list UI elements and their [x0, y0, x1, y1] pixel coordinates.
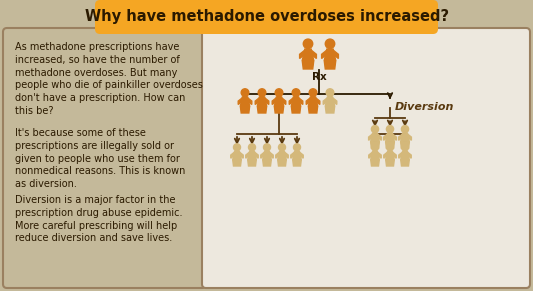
Polygon shape: [272, 98, 277, 104]
Polygon shape: [401, 142, 409, 148]
Text: It's because some of these
prescriptions are illegally sold or
given to people w: It's because some of these prescriptions…: [15, 128, 185, 189]
Circle shape: [401, 125, 409, 133]
Polygon shape: [278, 151, 286, 160]
Polygon shape: [291, 152, 295, 158]
Polygon shape: [231, 152, 235, 158]
Polygon shape: [369, 134, 373, 140]
Polygon shape: [281, 98, 286, 104]
Polygon shape: [384, 152, 387, 158]
Polygon shape: [255, 98, 260, 104]
Polygon shape: [293, 151, 301, 160]
Polygon shape: [238, 98, 243, 104]
Polygon shape: [386, 151, 394, 160]
Polygon shape: [257, 97, 266, 106]
Text: Rx: Rx: [312, 72, 326, 82]
Text: Diversion: Diversion: [395, 102, 454, 112]
Polygon shape: [300, 50, 305, 58]
Polygon shape: [240, 97, 249, 106]
Polygon shape: [377, 134, 382, 140]
Polygon shape: [401, 160, 409, 166]
Polygon shape: [257, 106, 266, 113]
Polygon shape: [325, 106, 335, 113]
Polygon shape: [316, 98, 320, 104]
Polygon shape: [323, 98, 327, 104]
Circle shape: [372, 144, 378, 151]
Polygon shape: [278, 160, 286, 166]
Polygon shape: [274, 97, 284, 106]
FancyBboxPatch shape: [95, 0, 438, 34]
Polygon shape: [292, 97, 301, 106]
Circle shape: [386, 125, 393, 133]
Polygon shape: [311, 50, 317, 58]
Polygon shape: [240, 106, 249, 113]
Polygon shape: [298, 98, 303, 104]
Circle shape: [275, 89, 283, 96]
Polygon shape: [386, 160, 394, 166]
Polygon shape: [321, 50, 327, 58]
Polygon shape: [370, 133, 379, 142]
Circle shape: [326, 89, 334, 96]
Circle shape: [294, 144, 301, 151]
Polygon shape: [306, 98, 310, 104]
Polygon shape: [308, 97, 318, 106]
Polygon shape: [263, 160, 271, 166]
Polygon shape: [369, 152, 373, 158]
Polygon shape: [300, 152, 303, 158]
Circle shape: [258, 89, 266, 96]
Circle shape: [233, 144, 240, 151]
Circle shape: [292, 89, 300, 96]
Polygon shape: [274, 106, 284, 113]
Polygon shape: [248, 151, 256, 160]
Circle shape: [372, 125, 378, 133]
FancyBboxPatch shape: [3, 28, 206, 288]
Circle shape: [303, 39, 313, 49]
Polygon shape: [302, 61, 314, 69]
Polygon shape: [254, 152, 259, 158]
Text: As methadone prescriptions have
increased, so have the number of
methadone overd: As methadone prescriptions have increase…: [15, 42, 203, 116]
Polygon shape: [302, 49, 314, 61]
Polygon shape: [392, 152, 396, 158]
Polygon shape: [392, 134, 397, 140]
Text: Diversion is a major factor in the
prescription drug abuse epidemic.
More carefu: Diversion is a major factor in the presc…: [15, 195, 182, 243]
Polygon shape: [233, 160, 241, 166]
Polygon shape: [401, 133, 409, 142]
Polygon shape: [264, 98, 269, 104]
Polygon shape: [247, 98, 252, 104]
Circle shape: [241, 89, 249, 96]
Polygon shape: [333, 50, 338, 58]
Polygon shape: [324, 49, 336, 61]
Polygon shape: [333, 98, 337, 104]
Polygon shape: [385, 133, 394, 142]
Circle shape: [325, 39, 335, 49]
Polygon shape: [248, 160, 256, 166]
Polygon shape: [399, 152, 402, 158]
Polygon shape: [377, 152, 381, 158]
Polygon shape: [407, 134, 411, 140]
Polygon shape: [385, 142, 394, 148]
Circle shape: [278, 144, 286, 151]
Polygon shape: [399, 134, 402, 140]
FancyBboxPatch shape: [202, 28, 530, 288]
Polygon shape: [233, 151, 241, 160]
Polygon shape: [401, 151, 409, 160]
Polygon shape: [276, 152, 280, 158]
Polygon shape: [370, 142, 379, 148]
Circle shape: [248, 144, 255, 151]
Circle shape: [309, 89, 317, 96]
Text: Why have methadone overdoses increased?: Why have methadone overdoses increased?: [85, 10, 449, 24]
Polygon shape: [308, 106, 318, 113]
Circle shape: [401, 144, 408, 151]
Polygon shape: [239, 152, 243, 158]
Polygon shape: [324, 61, 336, 69]
Polygon shape: [292, 106, 301, 113]
Polygon shape: [269, 152, 273, 158]
Circle shape: [263, 144, 271, 151]
Polygon shape: [284, 152, 288, 158]
Polygon shape: [325, 97, 335, 106]
Polygon shape: [371, 160, 379, 166]
Polygon shape: [407, 152, 411, 158]
Polygon shape: [371, 151, 379, 160]
Polygon shape: [293, 160, 301, 166]
Polygon shape: [261, 152, 265, 158]
